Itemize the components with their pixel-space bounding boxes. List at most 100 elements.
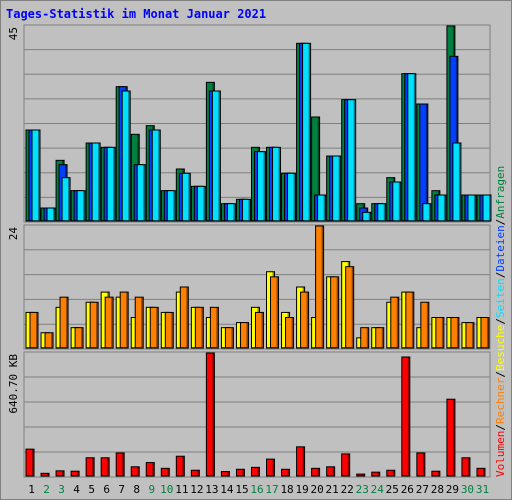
bar-visits-rechner-day-24-outline	[375, 327, 385, 349]
bar-hits-seiten-day-25-outline	[392, 181, 402, 222]
day-label-30: 30	[461, 483, 474, 496]
bar-visits-rechner-day-20-outline	[315, 225, 325, 349]
bar-volume-volumen-day-6-face	[101, 457, 108, 475]
bar-visits-rechner-day-25-face	[390, 297, 397, 347]
bar-hits-seiten-day-2-face	[47, 208, 54, 220]
bar-visits-besuche-day-26-face	[401, 292, 408, 347]
bar-hits-seiten-day-8-face	[137, 164, 144, 220]
day-label-31: 31	[476, 483, 489, 496]
legend-item-besuche: Besuche	[494, 325, 507, 371]
bar-visits-rechner-day-17-outline	[270, 276, 280, 349]
bar-visits-rechner-day-4-outline	[74, 327, 84, 349]
bar-volume-volumen-day-7-face	[116, 452, 123, 475]
bar-visits-rechner-day-16-face	[255, 312, 262, 347]
bar-visits-rechner-day-27-face	[420, 302, 427, 347]
bar-visits-rechner-day-23-outline	[360, 327, 370, 349]
bar-hits-seiten-day-7-face	[122, 91, 129, 220]
bar-volume-volumen-day-9-face	[146, 462, 153, 475]
bar-visits-besuche-day-9-face	[146, 307, 153, 347]
bar-volume-volumen-day-23-outline	[356, 473, 366, 477]
bar-volume-volumen-day-19-face	[296, 446, 303, 475]
legend-item-rechner: Rechner	[494, 377, 507, 424]
panel-hits-ymax-label: 45	[7, 27, 20, 40]
day-label-13: 13	[205, 483, 218, 496]
bar-visits-rechner-day-17-face	[270, 276, 277, 347]
bar-hits-seiten-day-13-outline	[211, 90, 221, 222]
bar-hits-seiten-day-23-outline	[362, 211, 372, 222]
bar-hits-seiten-day-31-face	[482, 195, 489, 220]
day-label-4: 4	[73, 483, 80, 496]
bar-hits-seiten-day-22-face	[347, 99, 354, 220]
bar-visits-rechner-day-1-face	[30, 312, 36, 347]
bar-hits-seiten-day-2-outline	[46, 207, 56, 222]
bar-hits-seiten-day-28-face	[437, 195, 444, 220]
bar-volume-volumen-day-18-face	[281, 469, 288, 475]
bar-visits-besuche-day-4-face	[71, 327, 78, 347]
bar-visits-rechner-day-6-face	[105, 297, 112, 347]
bar-visits-besuche-day-8-face	[131, 317, 138, 347]
bar-hits-seiten-day-13-face	[212, 91, 219, 220]
panel-volume-ymax-label: 640.70 KB	[7, 354, 20, 414]
bar-hits-seiten-day-9-outline	[151, 129, 161, 222]
bar-hits-seiten-day-27-outline	[422, 203, 432, 222]
bar-visits-besuche-day-14-face	[221, 327, 228, 347]
bar-visits-besuche-day-7-face	[116, 297, 123, 347]
bar-hits-seiten-day-19-outline	[302, 42, 312, 222]
bar-hits-seiten-day-11-face	[182, 173, 189, 220]
bar-visits-rechner-day-9-outline	[149, 306, 159, 349]
bar-visits-rechner-day-25-outline	[390, 296, 400, 349]
day-label-26: 26	[401, 483, 414, 496]
bar-hits-seiten-day-10-face	[167, 190, 174, 220]
bar-hits-seiten-day-23-face	[362, 212, 369, 220]
legend-separator: /	[494, 371, 507, 378]
legend-separator: /	[494, 424, 507, 431]
bar-visits-besuche-day-21-face	[326, 276, 333, 347]
bar-hits-seiten-day-29-outline	[452, 142, 462, 222]
bar-hits-seiten-day-9-face	[152, 130, 159, 220]
bar-volume-volumen-day-1-outline	[25, 448, 35, 477]
bar-visits-rechner-day-15-face	[240, 322, 247, 347]
bar-volume-volumen-day-11-outline	[175, 455, 185, 477]
bar-visits-rechner-day-6-outline	[104, 296, 114, 349]
bar-volume-volumen-day-9-outline	[145, 462, 155, 477]
bar-visits-rechner-day-30-face	[465, 322, 472, 347]
bar-visits-rechner-day-18-outline	[285, 317, 295, 349]
bar-volume-volumen-day-8-outline	[130, 466, 140, 477]
bar-visits-rechner-day-19-outline	[300, 291, 310, 349]
day-label-7: 7	[118, 483, 125, 496]
bar-visits-rechner-day-7-outline	[119, 291, 129, 349]
bar-visits-rechner-day-26-face	[405, 292, 412, 347]
bar-visits-besuche-day-3-face	[56, 307, 63, 347]
bar-visits-besuche-day-23-face	[356, 337, 363, 347]
day-label-16: 16	[250, 483, 263, 496]
bar-hits-seiten-day-19-face	[302, 43, 309, 221]
bar-volume-volumen-day-28-face	[431, 471, 438, 475]
bar-visits-besuche-day-27-face	[416, 327, 423, 347]
bar-hits-seiten-day-26-outline	[407, 73, 417, 222]
bar-visits-rechner-day-3-face	[60, 297, 67, 347]
bar-visits-rechner-day-9-face	[150, 307, 157, 347]
bar-hits-seiten-day-3-face	[62, 177, 69, 220]
bar-hits-seiten-day-28-outline	[437, 194, 447, 222]
bar-hits-seiten-day-12-outline	[196, 185, 206, 222]
bar-visits-besuche-day-15-face	[236, 322, 243, 347]
bar-visits-rechner-day-12-outline	[194, 306, 204, 349]
day-label-11: 11	[175, 483, 188, 496]
bar-hits-seiten-day-7-outline	[121, 90, 131, 222]
bar-hits-dateien-day-29-face	[449, 56, 456, 221]
bar-visits-besuche-day-16-face	[251, 307, 258, 347]
bar-visits-besuche-day-17-face	[266, 271, 273, 347]
bar-visits-rechner-day-13-face	[210, 307, 217, 347]
bar-visits-rechner-day-8-face	[135, 297, 142, 347]
bar-volume-volumen-day-16-outline	[250, 466, 260, 477]
day-label-29: 29	[446, 483, 459, 496]
bar-hits-seiten-day-29-face	[452, 143, 459, 220]
bar-volume-volumen-day-2-outline	[40, 472, 50, 477]
bar-visits-besuche-day-1-face	[26, 312, 32, 347]
bar-volume-volumen-day-31-outline	[476, 467, 486, 477]
bar-visits-besuche-day-13-face	[206, 317, 213, 347]
bar-visits-besuche-day-29-face	[446, 317, 453, 347]
day-label-9: 9	[148, 483, 155, 496]
bar-volume-volumen-day-5-outline	[85, 457, 95, 477]
